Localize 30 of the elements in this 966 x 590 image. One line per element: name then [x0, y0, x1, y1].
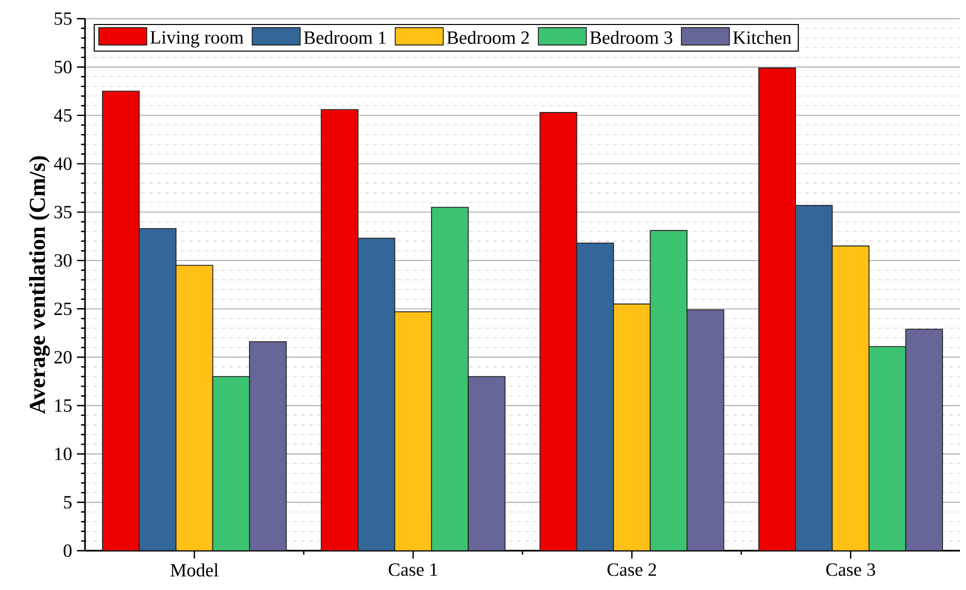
x-tick-label: Case 1: [388, 563, 438, 576]
bar: [650, 230, 688, 551]
legend-label: Bedroom 1: [304, 30, 386, 44]
y-tick-label: 55: [54, 12, 72, 25]
y-tick-label: 5: [64, 496, 72, 509]
bar: [576, 242, 614, 551]
y-tick-label: 50: [54, 60, 72, 74]
x-tick-label: Model: [170, 563, 218, 577]
x-tick-label: Case 2: [608, 563, 656, 576]
legend-label: Living room: [150, 31, 244, 48]
bar: [212, 376, 250, 551]
legend-label: Bedroom 2: [446, 30, 529, 44]
y-tick-label: 15: [55, 399, 72, 412]
y-tick-label: 25: [54, 302, 72, 316]
y-tick-label: 35: [54, 206, 72, 218]
y-tick-label: 30: [54, 254, 72, 267]
bar: [868, 346, 906, 551]
y-tick-label: 45: [54, 109, 72, 122]
x-tick-label: Case 3: [826, 563, 876, 576]
y-axis-title: Average ventilation (Cm/s): [29, 156, 50, 414]
y-tick-label: 10: [55, 448, 72, 460]
y-tick-label: 0: [64, 544, 72, 557]
bar: [138, 228, 176, 551]
legend-label: Kitchen: [733, 30, 792, 44]
legend-label: Bedroom 3: [590, 30, 672, 44]
bar: [358, 238, 396, 551]
bar: [795, 204, 833, 551]
bar: [431, 206, 469, 551]
y-tick-label: 20: [54, 350, 72, 364]
y-tick-label: 40: [54, 157, 72, 170]
